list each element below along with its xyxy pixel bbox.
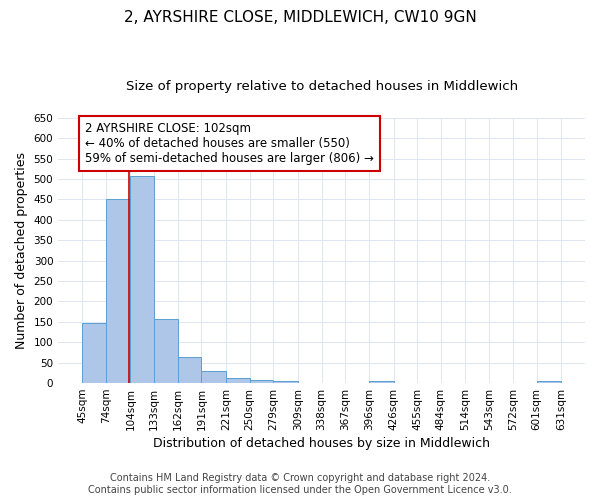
Text: 2, AYRSHIRE CLOSE, MIDDLEWICH, CW10 9GN: 2, AYRSHIRE CLOSE, MIDDLEWICH, CW10 9GN xyxy=(124,10,476,25)
X-axis label: Distribution of detached houses by size in Middlewich: Distribution of detached houses by size … xyxy=(153,437,490,450)
Bar xyxy=(130,176,154,383)
Bar xyxy=(274,381,298,383)
Title: Size of property relative to detached houses in Middlewich: Size of property relative to detached ho… xyxy=(125,80,518,93)
Bar xyxy=(178,356,202,383)
Bar xyxy=(202,371,226,383)
Bar xyxy=(369,381,394,383)
Text: 2 AYRSHIRE CLOSE: 102sqm
← 40% of detached houses are smaller (550)
59% of semi-: 2 AYRSHIRE CLOSE: 102sqm ← 40% of detach… xyxy=(85,122,374,165)
Bar xyxy=(226,378,250,383)
Y-axis label: Number of detached properties: Number of detached properties xyxy=(15,152,28,349)
Bar xyxy=(82,322,106,383)
Text: Contains HM Land Registry data © Crown copyright and database right 2024.
Contai: Contains HM Land Registry data © Crown c… xyxy=(88,474,512,495)
Bar xyxy=(106,200,130,383)
Bar xyxy=(250,380,274,383)
Bar xyxy=(536,381,561,383)
Bar xyxy=(154,318,178,383)
